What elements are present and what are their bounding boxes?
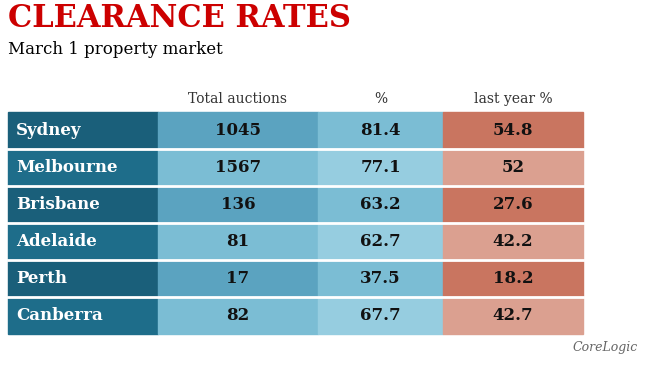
Text: Adelaide: Adelaide (16, 233, 97, 250)
Bar (158, 297, 318, 334)
Text: 62.7: 62.7 (360, 233, 401, 250)
Text: CLEARANCE RATES: CLEARANCE RATES (8, 3, 351, 34)
Text: Brisbane: Brisbane (16, 196, 99, 213)
Text: Melbourne: Melbourne (16, 159, 118, 176)
Text: 81.4: 81.4 (360, 122, 401, 139)
Text: 1567: 1567 (215, 159, 261, 176)
Text: 136: 136 (221, 196, 255, 213)
Bar (158, 186, 318, 223)
Text: 63.2: 63.2 (360, 196, 401, 213)
Text: 1045: 1045 (215, 122, 261, 139)
Bar (443, 260, 583, 297)
Bar (318, 112, 443, 149)
Bar (8, 260, 158, 297)
Bar (318, 186, 443, 223)
Text: 18.2: 18.2 (493, 270, 533, 287)
Text: Canberra: Canberra (16, 307, 103, 324)
Bar (158, 223, 318, 260)
Bar (8, 297, 158, 334)
Text: CoreLogic: CoreLogic (573, 341, 638, 354)
Text: last year %: last year % (474, 92, 552, 106)
Bar (318, 149, 443, 186)
Text: Sydney: Sydney (16, 122, 81, 139)
Text: 82: 82 (226, 307, 250, 324)
Bar (8, 186, 158, 223)
Bar (318, 223, 443, 260)
Bar (8, 149, 158, 186)
Text: 27.6: 27.6 (493, 196, 533, 213)
Bar (443, 223, 583, 260)
Bar (8, 223, 158, 260)
Text: 42.7: 42.7 (493, 307, 533, 324)
Text: Perth: Perth (16, 270, 67, 287)
Text: %: % (374, 92, 387, 106)
Bar (443, 186, 583, 223)
Text: 52: 52 (501, 159, 525, 176)
Bar (443, 297, 583, 334)
Text: 42.2: 42.2 (493, 233, 533, 250)
Bar (158, 149, 318, 186)
Text: Total auctions: Total auctions (188, 92, 287, 106)
Text: 17: 17 (226, 270, 250, 287)
Bar (443, 112, 583, 149)
Text: 37.5: 37.5 (360, 270, 401, 287)
Text: 77.1: 77.1 (360, 159, 401, 176)
Bar (318, 297, 443, 334)
Text: 54.8: 54.8 (493, 122, 533, 139)
Text: 67.7: 67.7 (360, 307, 401, 324)
Text: March 1 property market: March 1 property market (8, 41, 223, 58)
Bar (158, 112, 318, 149)
Bar (158, 260, 318, 297)
Bar (443, 149, 583, 186)
Bar (318, 260, 443, 297)
Bar (8, 112, 158, 149)
Text: 81: 81 (226, 233, 250, 250)
